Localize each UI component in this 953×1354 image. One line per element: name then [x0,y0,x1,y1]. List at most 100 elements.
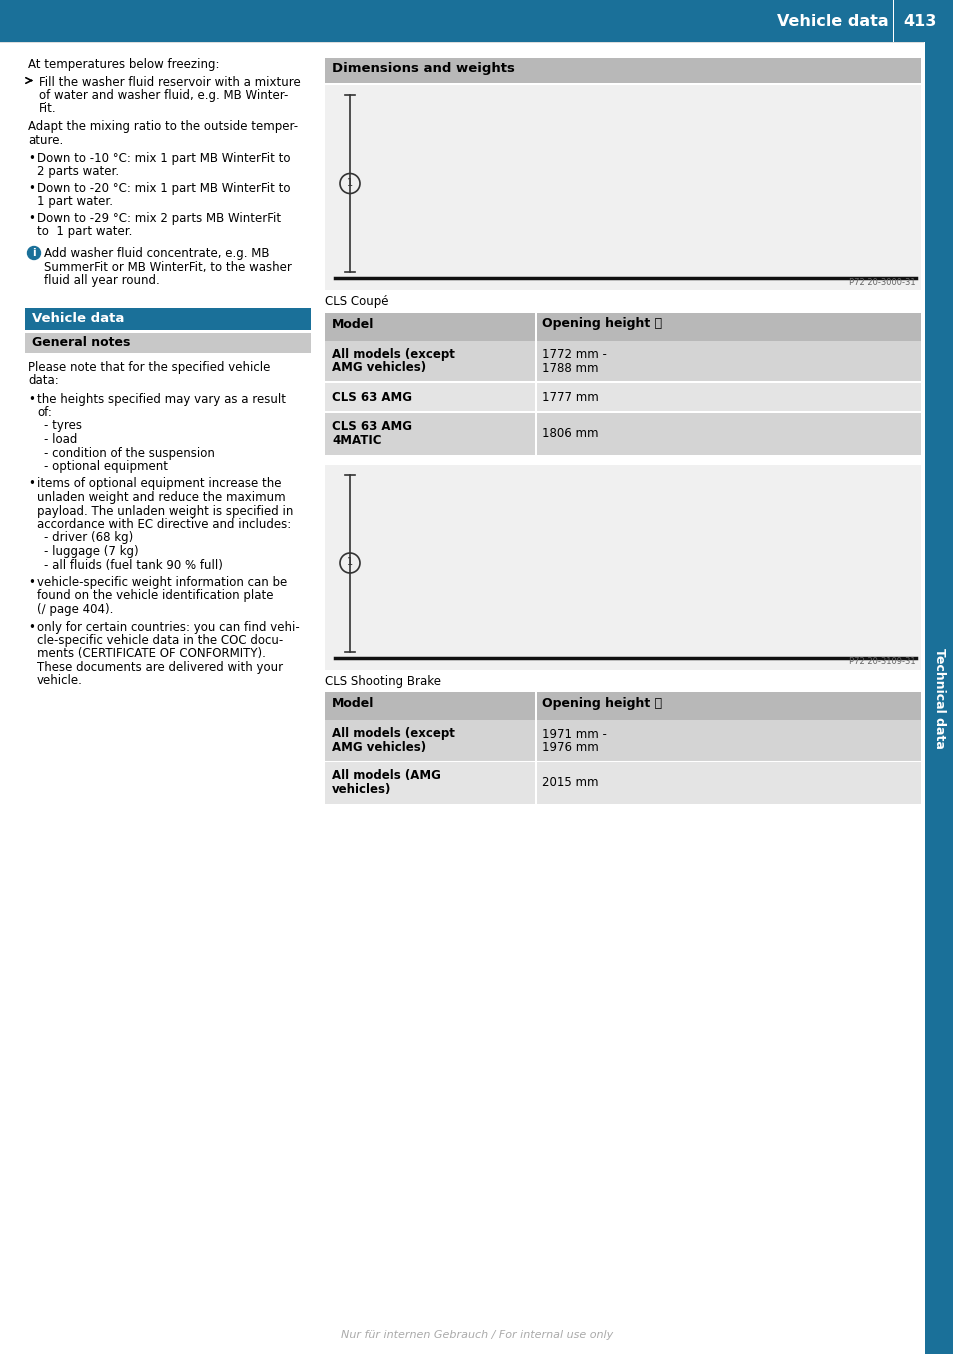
Text: Down to -20 °C: mix 1 part MB WinterFit to: Down to -20 °C: mix 1 part MB WinterFit … [37,181,291,195]
Bar [535,720,537,762]
Text: •: • [28,478,35,490]
Bar [325,58,920,83]
Text: payload. The unladen weight is specified in: payload. The unladen weight is specified… [37,505,294,517]
Text: •: • [28,213,35,225]
Bar [25,307,311,329]
Bar [325,380,920,382]
Bar [535,762,537,804]
Text: •: • [28,620,35,634]
Text: items of optional equipment increase the: items of optional equipment increase the [37,478,281,490]
Text: Add washer fluid concentrate, e.g. MB: Add washer fluid concentrate, e.g. MB [44,246,269,260]
Text: Please note that for the specified vehicle: Please note that for the specified vehic… [28,360,270,374]
Text: 2 parts water.: 2 parts water. [37,165,119,179]
Text: •: • [28,575,35,589]
Text: unladen weight and reduce the maximum: unladen weight and reduce the maximum [37,492,285,504]
Text: P72 20-3109-31: P72 20-3109-31 [848,658,915,666]
Text: 1806 mm: 1806 mm [541,427,598,440]
Text: 1788 mm: 1788 mm [541,362,598,375]
Text: Dimensions and weights: Dimensions and weights [332,62,515,74]
Text: - luggage (7 kg): - luggage (7 kg) [44,546,138,558]
Text: - condition of the suspension: - condition of the suspension [44,447,214,459]
Text: 1777 mm: 1777 mm [541,391,598,403]
Text: 1772 mm -: 1772 mm - [541,348,606,362]
Text: 2015 mm: 2015 mm [541,776,598,789]
Text: 1: 1 [347,177,353,187]
Text: Fill the washer fluid reservoir with a mixture: Fill the washer fluid reservoir with a m… [39,76,300,88]
Text: i: i [32,248,36,259]
Text: of water and washer fluid, e.g. MB Winter-: of water and washer fluid, e.g. MB Winte… [39,89,288,102]
Text: Opening height ⓘ: Opening height ⓘ [541,317,661,330]
Text: CLS Coupé: CLS Coupé [325,295,388,307]
Bar [325,761,920,762]
Bar [892,0,893,42]
Text: 1976 mm: 1976 mm [541,741,598,754]
Circle shape [28,246,40,260]
Bar [325,720,920,762]
Text: Vehicle data: Vehicle data [32,311,124,325]
Text: At temperatures below freezing:: At temperatures below freezing: [28,58,219,70]
Text: found on the vehicle identification plate: found on the vehicle identification plat… [37,589,274,603]
Text: data:: data: [28,374,59,387]
Text: 1: 1 [347,556,353,567]
Bar [325,762,920,804]
Text: AMG vehicles): AMG vehicles) [332,362,426,375]
Text: Model: Model [332,317,374,330]
Bar [325,692,920,720]
Bar [325,85,920,290]
Text: the heights specified may vary as a result: the heights specified may vary as a resu… [37,393,286,405]
Text: 413: 413 [902,14,936,28]
Text: All models (except: All models (except [332,727,455,741]
Bar [325,413,920,455]
Text: only for certain countries: you can find vehi-: only for certain countries: you can find… [37,620,299,634]
Text: Nur für internen Gebrauch / For internal use only: Nur für internen Gebrauch / For internal… [340,1330,613,1340]
Text: These documents are delivered with your: These documents are delivered with your [37,661,283,674]
Bar [924,42,953,1354]
Text: •: • [28,181,35,195]
Bar [325,313,920,340]
Text: Fit.: Fit. [39,103,56,115]
Bar [325,382,920,413]
Bar [25,333,311,352]
Text: vehicle.: vehicle. [37,674,83,688]
Text: Adapt the mixing ratio to the outside temper-: Adapt the mixing ratio to the outside te… [28,121,297,133]
Text: ature.: ature. [28,134,63,146]
Text: fluid all year round.: fluid all year round. [44,274,159,287]
Bar [325,412,920,413]
Bar [325,340,920,382]
Bar [535,382,537,413]
Text: Down to -29 °C: mix 2 parts MB WinterFit: Down to -29 °C: mix 2 parts MB WinterFit [37,213,281,225]
Text: 1971 mm -: 1971 mm - [541,727,606,741]
Text: 1 part water.: 1 part water. [37,195,112,209]
Text: - optional equipment: - optional equipment [44,460,168,473]
Text: 4MATIC: 4MATIC [332,433,381,447]
Text: AMG vehicles): AMG vehicles) [332,741,426,754]
Text: All models (AMG: All models (AMG [332,769,440,783]
Text: (∕ page 404).: (∕ page 404). [37,603,113,616]
Text: accordance with EC directive and includes:: accordance with EC directive and include… [37,519,291,531]
Text: vehicle-specific weight information can be: vehicle-specific weight information can … [37,575,287,589]
Bar [535,692,537,720]
Text: to  1 part water.: to 1 part water. [37,226,132,238]
Text: Model: Model [332,697,374,709]
Bar [535,340,537,382]
Text: All models (except: All models (except [332,348,455,362]
Text: Opening height ⓘ: Opening height ⓘ [541,697,661,709]
Text: SummerFit or MB WinterFit, to the washer: SummerFit or MB WinterFit, to the washer [44,260,292,274]
Bar [0,0,953,42]
Text: CLS 63 AMG: CLS 63 AMG [332,391,412,403]
Text: - all fluids (fuel tank 90 % full): - all fluids (fuel tank 90 % full) [44,558,223,571]
Text: •: • [28,152,35,165]
Text: of:: of: [37,406,51,418]
Bar [325,464,920,669]
Text: - tyres: - tyres [44,420,82,432]
Text: ments (CERTIFICATE OF CONFORMITY).: ments (CERTIFICATE OF CONFORMITY). [37,647,266,661]
Text: cle-specific vehicle data in the COC docu-: cle-specific vehicle data in the COC doc… [37,634,283,647]
Text: - driver (68 kg): - driver (68 kg) [44,532,133,544]
Text: Vehicle data: Vehicle data [777,14,888,28]
Text: •: • [28,393,35,405]
Text: Technical data: Technical data [932,647,945,749]
Text: P72 20-3000-31: P72 20-3000-31 [848,278,915,287]
Bar [535,413,537,455]
Text: vehicles): vehicles) [332,783,391,796]
Text: - load: - load [44,433,77,445]
